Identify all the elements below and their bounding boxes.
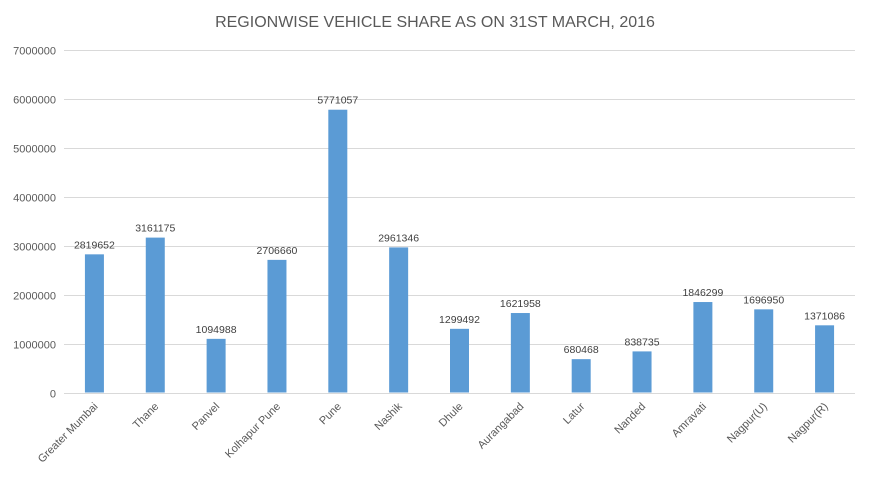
bar (389, 247, 409, 393)
y-tick-label: 6000000 (13, 95, 56, 107)
data-label: 5771057 (317, 95, 358, 107)
x-tick-label: Greater Mumbai (36, 401, 101, 466)
bar (754, 309, 774, 393)
x-tick-label: Nanded (612, 401, 648, 437)
gridlines (64, 50, 855, 394)
data-labels: 2819652 3161175 1094988 2706660 5771057 29613… (74, 95, 845, 356)
x-tick-label: Panvel (190, 401, 222, 433)
data-label: 1371086 (804, 310, 845, 322)
y-tick-label: 0 (50, 389, 56, 401)
x-tick-label: Nagpur(R) (786, 401, 831, 446)
bar (693, 302, 713, 393)
bar (815, 325, 835, 393)
data-label: 1696950 (743, 294, 784, 306)
bar (632, 351, 652, 393)
y-tick-label: 5000000 (13, 144, 56, 156)
data-label: 2819652 (74, 239, 115, 251)
data-label: 680468 (564, 344, 599, 356)
x-tick-label: Latur (561, 400, 587, 426)
data-label: 838735 (625, 336, 660, 348)
data-label: 2961346 (378, 232, 419, 244)
x-tick-label: Thane (131, 401, 162, 432)
bar (267, 259, 287, 393)
x-tick-label: Aurangabad (476, 401, 527, 452)
bar (206, 338, 226, 393)
y-tick-label: 3000000 (13, 242, 56, 254)
bar (450, 328, 469, 393)
x-tick-label: Pune (317, 401, 344, 428)
bar (84, 254, 104, 393)
bar (328, 109, 348, 393)
x-tick-label: Nashik (373, 400, 406, 433)
y-tick-label: 1000000 (13, 340, 56, 352)
data-label: 1621958 (500, 298, 541, 310)
y-axis-tick-labels: 0 1000000 2000000 3000000 4000000 5000000 6000… (13, 46, 56, 401)
data-label: 1299492 (439, 314, 480, 326)
data-label: 1094988 (196, 324, 237, 336)
bar (571, 359, 591, 393)
x-tick-label: Nagpur(U) (725, 401, 770, 446)
x-tick-label: Kolhapur Pune (223, 401, 283, 461)
data-label: 2706660 (257, 245, 298, 257)
bar (510, 313, 530, 393)
bar (145, 237, 165, 393)
data-label: 1846299 (682, 287, 723, 299)
x-tick-label: Dhule (437, 401, 466, 430)
bars (84, 109, 835, 393)
chart-title: REGIONWISE VEHICLE SHARE AS ON 31ST MARC… (215, 14, 655, 31)
data-label: 3161175 (135, 223, 175, 235)
y-tick-label: 2000000 (13, 291, 56, 303)
y-tick-label: 7000000 (13, 46, 56, 58)
x-tick-label: Amravati (670, 401, 709, 440)
y-tick-label: 4000000 (13, 193, 56, 205)
x-axis-tick-labels: Greater Mumbai Thane Panvel Kolhapur Pune Pu… (36, 400, 831, 465)
